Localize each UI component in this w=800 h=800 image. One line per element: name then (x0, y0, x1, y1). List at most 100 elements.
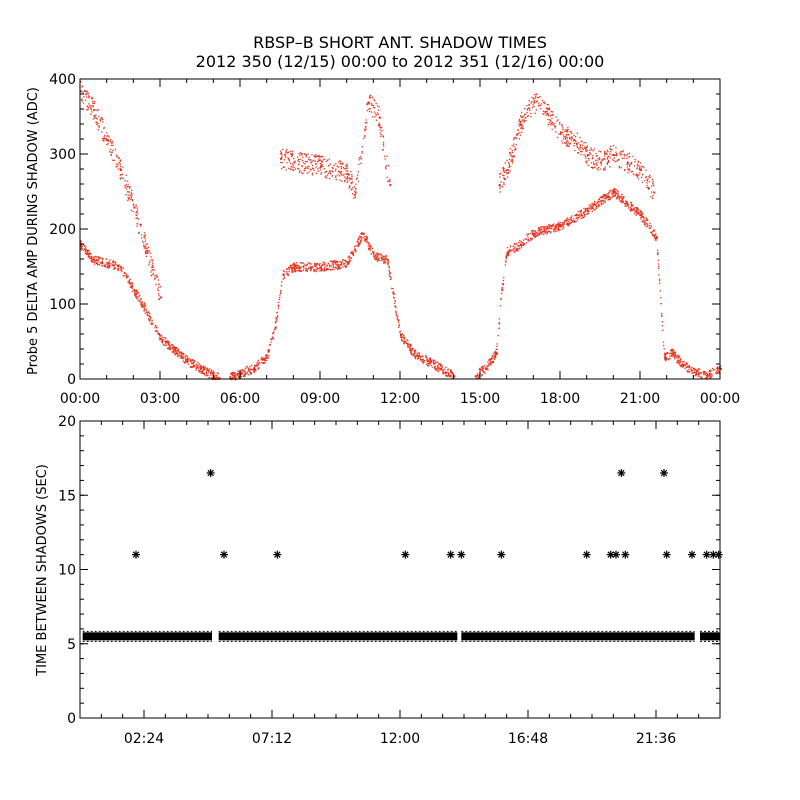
data-point (107, 265, 109, 267)
data-point (516, 133, 518, 136)
data-point (233, 374, 235, 376)
data-point (509, 152, 511, 154)
data-point (175, 351, 177, 353)
data-point (304, 263, 306, 265)
data-point (575, 214, 577, 216)
data-point (361, 233, 363, 235)
data-point (526, 234, 528, 236)
data-point (319, 270, 321, 272)
data-point (565, 220, 567, 222)
data-point (600, 161, 602, 164)
data-point (374, 258, 376, 260)
data-point (342, 259, 344, 261)
data-point (247, 367, 249, 370)
data-point (137, 292, 140, 294)
data-point (129, 283, 131, 285)
data-point (547, 104, 549, 106)
data-point (598, 204, 601, 206)
data-point (407, 344, 409, 346)
data-point (652, 234, 654, 236)
data-point (131, 189, 133, 191)
data-point (437, 367, 439, 369)
data-point (94, 115, 96, 117)
data-point (538, 234, 540, 236)
data-point (583, 211, 586, 213)
data-point (417, 358, 419, 360)
data-point (151, 274, 153, 276)
data-point (136, 207, 138, 209)
data-point (285, 153, 287, 155)
data-point (643, 166, 645, 169)
data-point (329, 264, 331, 267)
data-point (366, 238, 368, 240)
data-point (92, 257, 94, 259)
data-point (101, 131, 103, 133)
data-point (166, 341, 168, 343)
data-point (638, 167, 641, 170)
data-point (585, 148, 587, 150)
data-point (652, 230, 654, 232)
y-tick-label: 10 (58, 563, 76, 579)
data-point (310, 169, 312, 171)
data-point (555, 225, 557, 227)
data-point (720, 367, 722, 370)
data-point (395, 314, 398, 316)
data-point (532, 230, 534, 232)
data-point (573, 134, 575, 136)
data-point (243, 374, 245, 376)
data-point (375, 114, 378, 116)
data-point (244, 373, 246, 376)
data-point (96, 260, 98, 262)
data-point (487, 361, 489, 363)
data-point (181, 356, 184, 358)
data-point (385, 168, 387, 170)
x-tick-label: 18:00 (540, 391, 580, 407)
data-point (372, 96, 374, 98)
data-point (523, 243, 525, 245)
data-point (173, 346, 175, 348)
data-point (96, 109, 98, 111)
data-point (374, 100, 376, 102)
data-point (542, 225, 544, 228)
data-point (83, 90, 86, 92)
data-point (380, 133, 382, 136)
data-point (626, 161, 629, 164)
data-point (639, 166, 641, 168)
x-tick-label: 21:00 (620, 391, 660, 407)
data-point (180, 351, 183, 353)
data-point (547, 115, 550, 117)
data-point (133, 206, 136, 209)
data-point (385, 257, 387, 259)
data-point (127, 199, 129, 201)
data-point (555, 131, 557, 133)
data-point (696, 373, 698, 375)
data-point (377, 109, 380, 111)
data-point (350, 182, 352, 184)
data-point (145, 309, 147, 311)
data-point (192, 366, 194, 368)
data-point (217, 373, 219, 375)
data-point (124, 184, 126, 187)
data-point (95, 117, 98, 119)
data-point (344, 180, 346, 183)
data-point (618, 167, 620, 169)
data-point (154, 275, 156, 277)
data-point (171, 344, 173, 346)
data-point (341, 180, 343, 182)
data-point (82, 249, 85, 251)
data-point (375, 257, 378, 259)
data-point (517, 133, 519, 135)
data-point (360, 240, 362, 242)
data-point (216, 372, 218, 374)
data-point (289, 168, 291, 170)
data-point (203, 372, 205, 375)
data-point (573, 142, 575, 144)
data-point (142, 305, 144, 307)
data-point (357, 180, 360, 183)
data-point (191, 366, 193, 368)
data-point (150, 256, 152, 258)
data-point (626, 153, 629, 155)
data-point (708, 374, 710, 376)
data-point (607, 196, 609, 198)
data-point (393, 292, 395, 294)
